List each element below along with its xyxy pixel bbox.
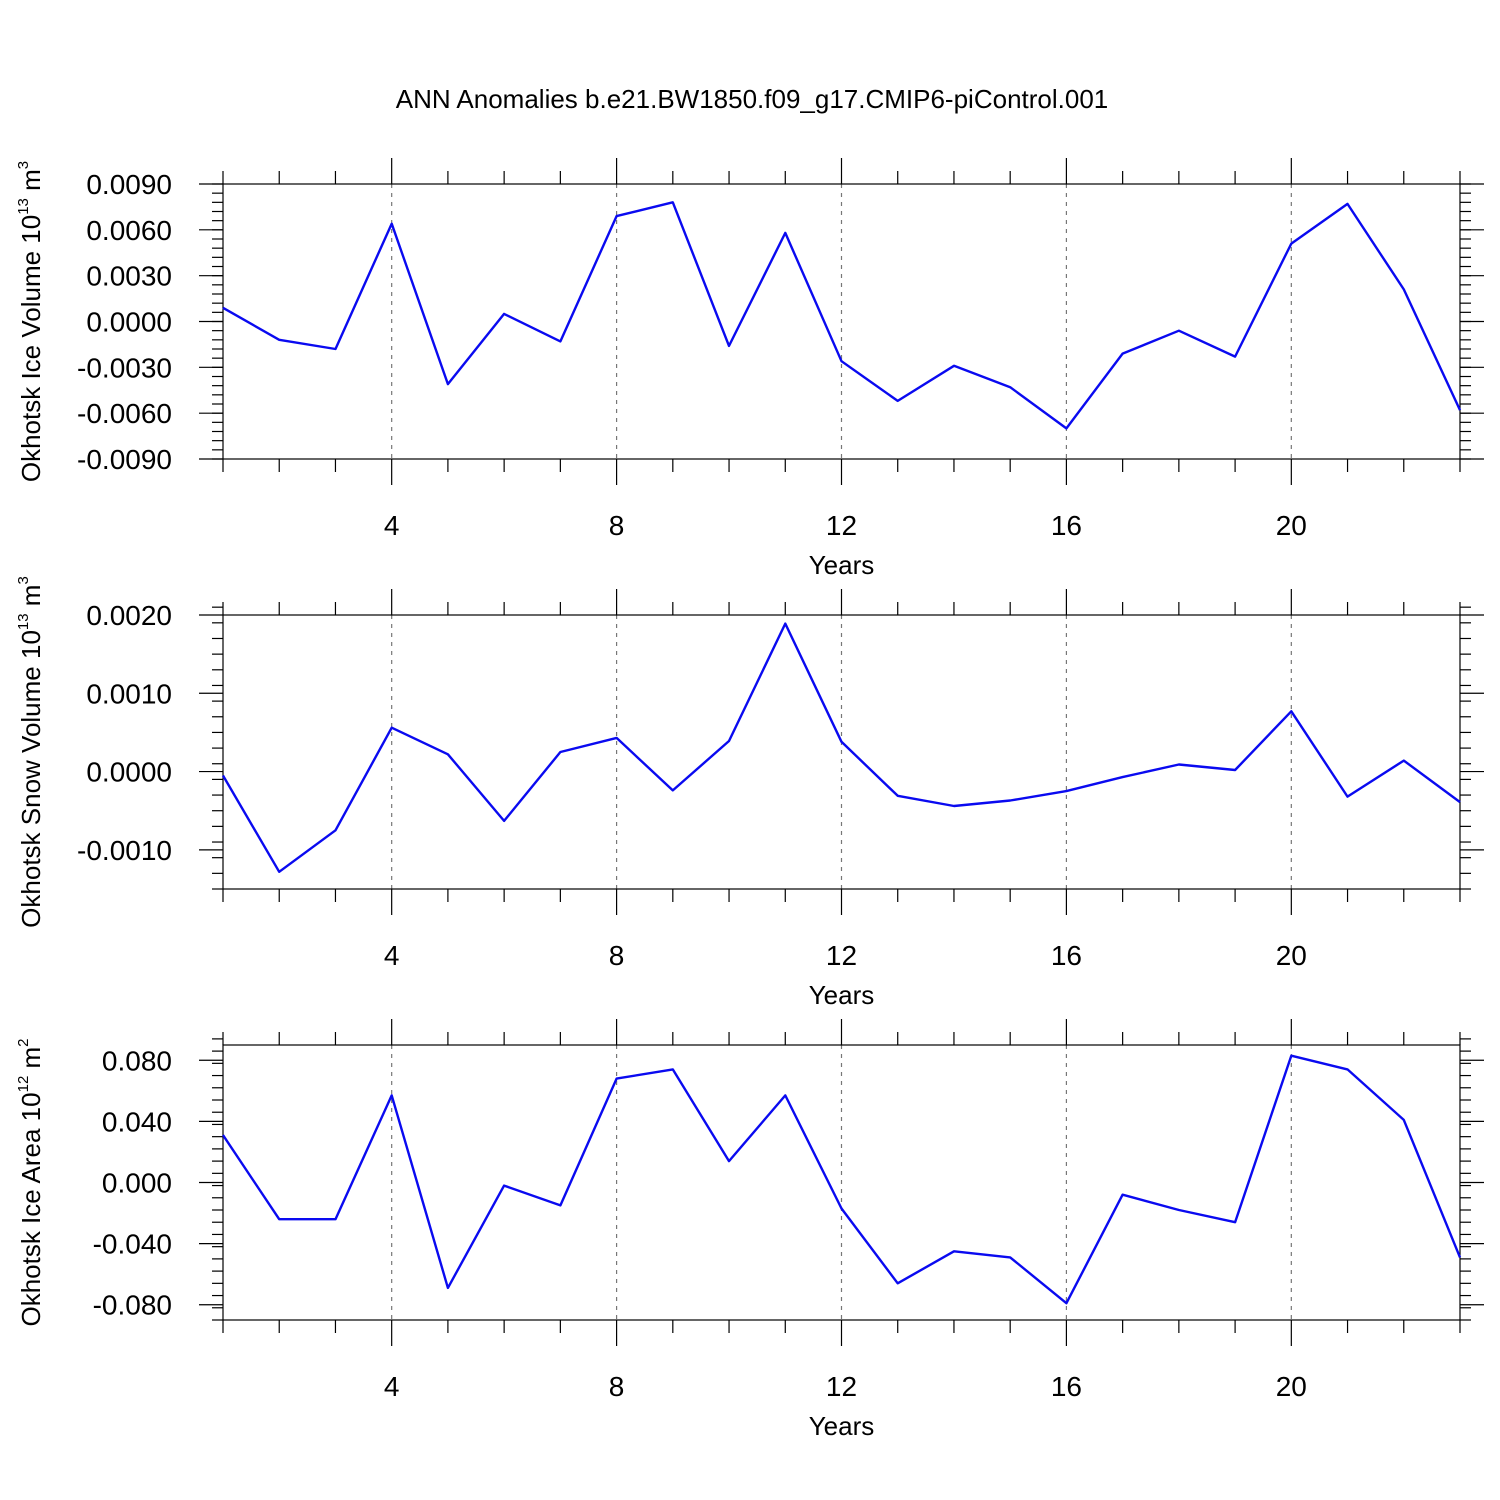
series-line xyxy=(221,622,1461,873)
y-tick-label: -0.0010 xyxy=(77,835,172,866)
y-tick-label: -0.080 xyxy=(93,1290,172,1321)
y-tick-label: 0.0030 xyxy=(86,261,172,292)
y-axis-label: Okhotsk Ice Volume 1013 m3 xyxy=(15,161,46,482)
y-tick-label: -0.040 xyxy=(93,1229,172,1260)
x-axis-label: Years xyxy=(809,980,875,1010)
y-tick-label: 0.0010 xyxy=(86,678,172,709)
y-tick-label: 0.0000 xyxy=(86,307,172,338)
x-tick-label: 8 xyxy=(609,1371,625,1402)
panel-2: 4 8 12 16 20 -0.0010 0.0000 0.0010 0.0020 Years Ok… xyxy=(15,576,1484,1010)
x-tick-label: 12 xyxy=(826,1371,857,1402)
panel-3: 4 8 12 16 20 -0.080 -0.040 0.000 0.040 0.080 Years… xyxy=(15,1019,1484,1441)
x-tick-label: 20 xyxy=(1276,1371,1307,1402)
x-tick-label: 16 xyxy=(1051,940,1082,971)
x-tick-label: 20 xyxy=(1276,510,1307,541)
y-tick-label: -0.0090 xyxy=(77,444,172,475)
x-tick-label: 8 xyxy=(609,510,625,541)
x-axis-label: Years xyxy=(809,550,875,580)
x-tick-label: 20 xyxy=(1276,940,1307,971)
y-tick-label: 0.0090 xyxy=(86,169,172,200)
x-tick-label: 4 xyxy=(384,1371,400,1402)
y-tick-label: 0.080 xyxy=(102,1045,172,1076)
figure-title: ANN Anomalies b.e21.BW1850.f09_g17.CMIP6… xyxy=(396,84,1109,114)
y-tick-label: 0.000 xyxy=(102,1168,172,1199)
y-tick-label: 0.0060 xyxy=(86,215,172,246)
panel-1: 4 8 12 16 20 -0.0090 -0.0060 -0.0030 0.0000 0.003… xyxy=(15,158,1484,580)
y-tick-label: -0.0030 xyxy=(77,352,172,383)
series-line xyxy=(222,1054,1462,1305)
y-axis-label: Okhotsk Ice Area 1012 m2 xyxy=(15,1038,46,1326)
y-tick-label: -0.0060 xyxy=(77,398,172,429)
y-tick-label: 0.0020 xyxy=(86,600,172,631)
x-tick-label: 12 xyxy=(826,940,857,971)
x-tick-label: 8 xyxy=(609,940,625,971)
x-tick-label: 16 xyxy=(1051,1371,1082,1402)
x-axis-label: Years xyxy=(809,1411,875,1441)
y-tick-label: 0.040 xyxy=(102,1106,172,1137)
x-tick-label: 4 xyxy=(384,940,400,971)
x-tick-label: 4 xyxy=(384,510,400,541)
x-tick-label: 16 xyxy=(1051,510,1082,541)
y-tick-label: 0.0000 xyxy=(86,757,172,788)
x-tick-label: 12 xyxy=(826,510,857,541)
series-line xyxy=(222,201,1462,430)
y-axis-label: Okhotsk Snow Volume 1013 m3 xyxy=(15,576,46,928)
